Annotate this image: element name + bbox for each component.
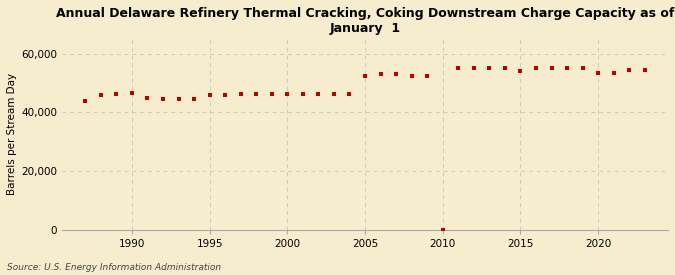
Point — [157, 97, 168, 101]
Point — [220, 92, 231, 97]
Point — [111, 92, 122, 96]
Point — [515, 69, 526, 73]
Point — [189, 97, 200, 101]
Point — [546, 66, 557, 70]
Point — [142, 95, 153, 100]
Point — [484, 66, 495, 70]
Point — [391, 72, 402, 76]
Point — [298, 92, 308, 96]
Point — [531, 66, 541, 70]
Point — [282, 92, 293, 96]
Point — [329, 92, 340, 96]
Point — [624, 68, 634, 72]
Point — [608, 70, 619, 75]
Point — [251, 92, 262, 96]
Y-axis label: Barrels per Stream Day: Barrels per Stream Day — [7, 73, 17, 196]
Point — [375, 72, 386, 76]
Point — [422, 73, 433, 78]
Point — [313, 92, 324, 96]
Point — [593, 70, 603, 75]
Title: Annual Delaware Refinery Thermal Cracking, Coking Downstream Charge Capacity as : Annual Delaware Refinery Thermal Crackin… — [56, 7, 674, 35]
Point — [126, 91, 137, 95]
Point — [562, 66, 572, 70]
Point — [453, 66, 464, 70]
Text: Source: U.S. Energy Information Administration: Source: U.S. Energy Information Administ… — [7, 263, 221, 272]
Point — [500, 66, 510, 70]
Point — [468, 66, 479, 70]
Point — [236, 92, 246, 96]
Point — [406, 73, 417, 78]
Point — [577, 66, 588, 70]
Point — [95, 92, 106, 97]
Point — [639, 68, 650, 72]
Point — [267, 92, 277, 96]
Point — [360, 73, 371, 78]
Point — [344, 92, 355, 96]
Point — [205, 92, 215, 97]
Point — [80, 98, 90, 103]
Point — [437, 228, 448, 232]
Point — [173, 97, 184, 101]
